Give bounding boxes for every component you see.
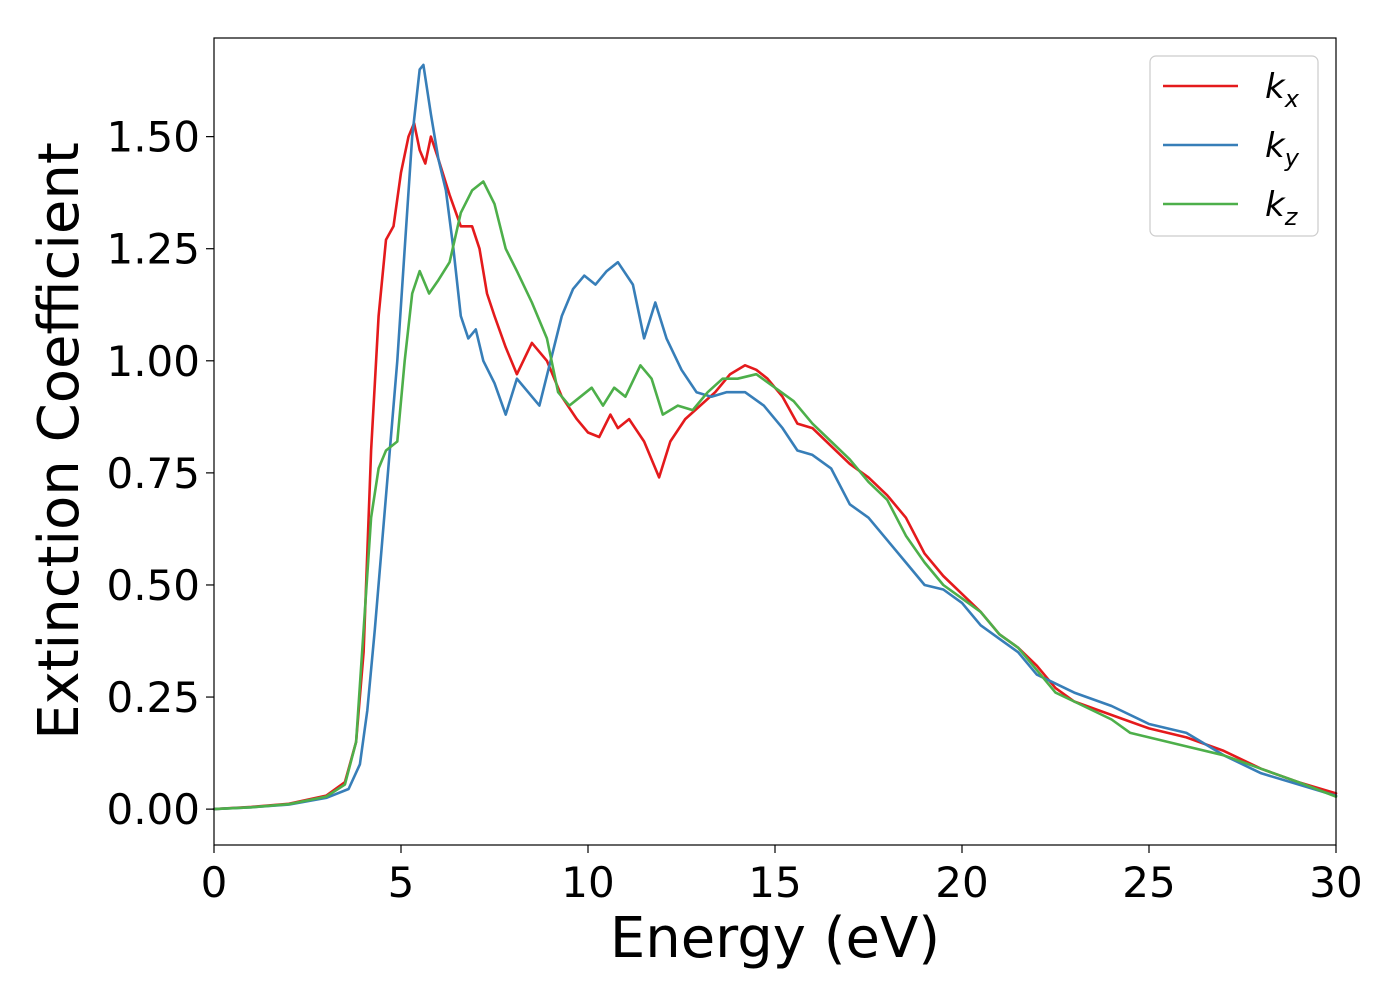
x-axis-title: Energy (eV) — [610, 906, 940, 971]
y-tick-label: 0.75 — [106, 449, 200, 498]
y-tick-label: 1.00 — [106, 337, 200, 386]
x-tick-label: 0 — [201, 858, 228, 907]
y-axis: 0.00 0.25 0.50 0.75 1.00 1.25 1.50 — [106, 113, 214, 834]
legend-label-kx: kx — [1265, 67, 1300, 113]
y-tick-label: 0.50 — [106, 561, 200, 610]
series-layer — [212, 63, 1338, 811]
series-line-kz — [212, 180, 1338, 811]
x-tick-label: 15 — [748, 858, 801, 907]
x-tick-label: 25 — [1122, 858, 1175, 907]
y-tick-label: 1.50 — [106, 113, 200, 162]
legend-label-ky: ky — [1265, 126, 1300, 172]
x-axis: 0 5 10 15 20 25 30 — [201, 845, 1363, 907]
x-tick-label: 5 — [388, 858, 415, 907]
x-tick-label: 30 — [1309, 858, 1362, 907]
series-line-ky — [212, 63, 1338, 811]
y-tick-label: 0.00 — [106, 785, 200, 834]
legend-label-kz: kz — [1265, 185, 1299, 231]
x-tick-label: 10 — [561, 858, 614, 907]
y-axis-title: Extinction Coefficient — [27, 142, 92, 740]
x-tick-label: 20 — [935, 858, 988, 907]
y-tick-label: 1.25 — [106, 225, 200, 274]
legend: kx ky kz — [1149, 55, 1319, 237]
y-tick-label: 0.25 — [106, 673, 200, 722]
